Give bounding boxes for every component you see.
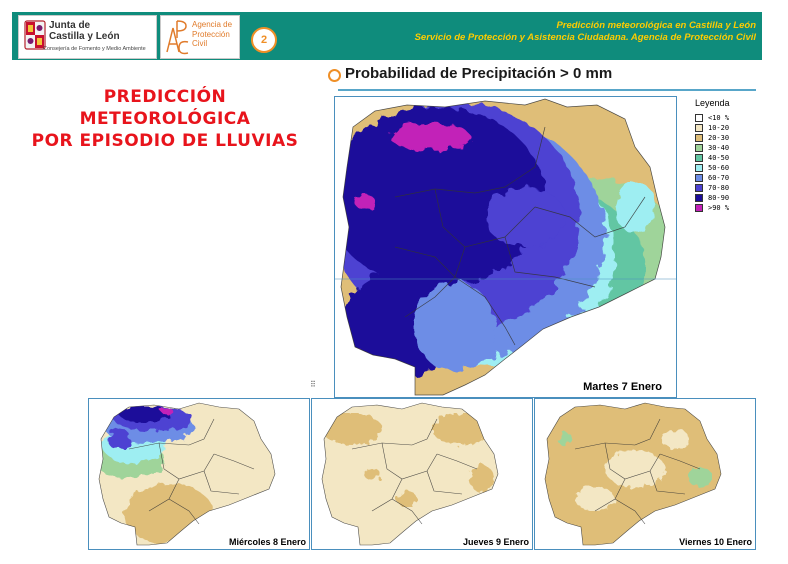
apc-name-line: Civil <box>192 39 208 48</box>
legend: Leyenda <10 % 10-20 20-30 30-40 40-50 50… <box>688 98 758 213</box>
page-number-badge: 2 <box>251 27 277 53</box>
legend-label: 10-20 <box>708 124 730 132</box>
main-map-day-label: Martes 7 Enero <box>583 381 662 393</box>
legend-swatch <box>695 144 703 152</box>
resize-grip-icon: ⠿ <box>310 380 316 389</box>
forecast-map-day2: Miércoles 8 Enero <box>88 398 310 550</box>
page-title: PREDICCIÓN METEOROLÓGICA POR EPISODIO DE… <box>0 86 330 152</box>
jcyl-shield-icon <box>24 20 46 50</box>
jcyl-name-line2: Castilla y León <box>49 31 120 42</box>
legend-label: 80-90 <box>708 194 730 202</box>
legend-label: 20-30 <box>708 134 730 142</box>
apc-name: Agencia de Protección Civil <box>192 20 232 49</box>
legend-label: 70-80 <box>708 184 730 192</box>
forecast-map-image: Jueves 9 Enero <box>321 402 530 547</box>
section-title: Probabilidad de Precipitación > 0 mm <box>345 65 613 82</box>
header-subtitle: Servicio de Protección y Asistencia Ciud… <box>414 32 756 43</box>
legend-swatch <box>695 194 703 202</box>
apc-monogram-icon <box>166 20 189 55</box>
main-probability-map: Martes 7 Enero <box>334 96 677 398</box>
legend-title: Leyenda <box>695 98 730 108</box>
apc-name-line: Agencia de <box>192 20 233 29</box>
forecast-map-day4: Viernes 10 Enero <box>534 398 756 550</box>
forecast-map-day-label: Jueves 9 Enero <box>463 537 530 547</box>
legend-label: 50-60 <box>708 164 730 172</box>
legend-item: 50-60 <box>688 163 758 173</box>
section-divider <box>338 89 756 91</box>
legend-item: 40-50 <box>688 153 758 163</box>
legend-item: <10 % <box>688 113 758 123</box>
legend-swatch <box>695 164 703 172</box>
legend-label: 60-70 <box>708 174 730 182</box>
forecast-map-day-label: Viernes 10 Enero <box>679 537 752 547</box>
legend-label: 30-40 <box>708 144 730 152</box>
legend-label: >90 % <box>708 204 730 212</box>
jcyl-logo: Junta de Castilla y León Consejería de F… <box>18 15 157 59</box>
apc-logo: Agencia de Protección Civil <box>160 15 240 59</box>
legend-item: 10-20 <box>688 123 758 133</box>
legend-item: >90 % <box>688 203 758 213</box>
forecast-map-day-label: Miércoles 8 Enero <box>229 537 307 547</box>
forecast-map-day3: Jueves 9 Enero <box>311 398 533 550</box>
legend-swatch <box>695 124 703 132</box>
legend-swatch <box>695 114 703 122</box>
forecast-map-image: Miércoles 8 Enero <box>98 402 307 547</box>
legend-label: 40-50 <box>708 154 730 162</box>
legend-swatch <box>695 174 703 182</box>
jcyl-name-line1: Junta de <box>49 20 91 31</box>
page-title-line: POR EPISODIO DE LLUVIAS <box>31 131 299 151</box>
legend-item: 70-80 <box>688 183 758 193</box>
legend-swatch <box>695 154 703 162</box>
page-title-line: PREDICCIÓN <box>103 87 227 107</box>
main-map-image: Martes 7 Enero <box>335 98 676 396</box>
page-title-line: METEOROLÓGICA <box>79 109 251 129</box>
jcyl-department: Consejería de Fomento y Medio Ambiente <box>43 46 146 52</box>
legend-item: 80-90 <box>688 193 758 203</box>
bullet-circle-icon <box>328 69 341 82</box>
legend-swatch <box>695 134 703 142</box>
legend-item: 30-40 <box>688 143 758 153</box>
header-title: Predicción meteorológica en Castilla y L… <box>556 20 756 31</box>
legend-item: 20-30 <box>688 133 758 143</box>
legend-label: <10 % <box>708 114 730 122</box>
legend-swatch <box>695 184 703 192</box>
forecast-map-image: Viernes 10 Enero <box>544 402 753 547</box>
apc-name-line: Protección <box>192 29 230 39</box>
legend-item: 60-70 <box>688 173 758 183</box>
legend-swatch <box>695 204 703 212</box>
